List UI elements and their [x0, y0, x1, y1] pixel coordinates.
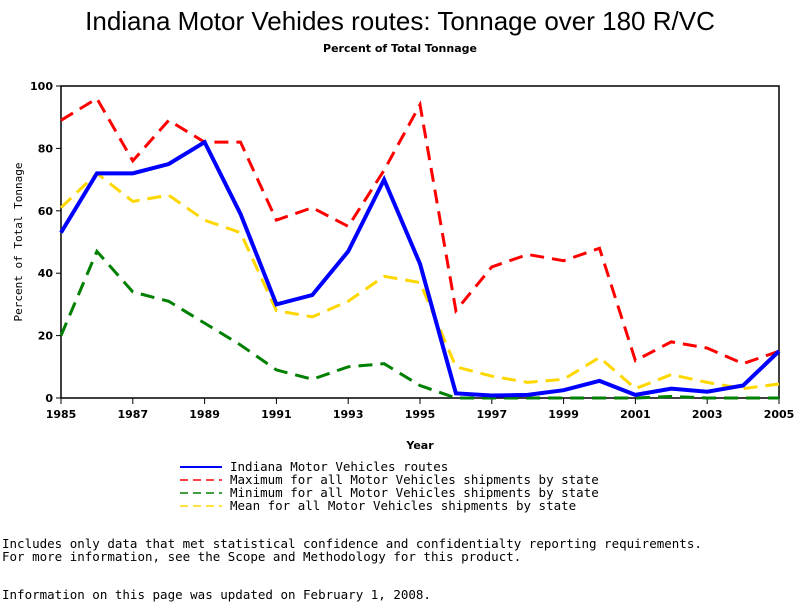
- x-axis-label: Year: [405, 439, 434, 452]
- x-tick-label: 2003: [692, 408, 723, 421]
- y-tick-label: 40: [38, 267, 54, 280]
- x-tick-label: 1997: [476, 408, 507, 421]
- x-tick-label: 2005: [764, 408, 795, 421]
- plot-frame: [61, 86, 779, 398]
- x-tick-label: 1995: [405, 408, 436, 421]
- x-tick-label: 1989: [189, 408, 220, 421]
- y-tick-label: 60: [38, 205, 54, 218]
- x-tick-label: 2001: [620, 408, 651, 421]
- x-tick-label: 1993: [333, 408, 364, 421]
- x-tick-label: 1991: [261, 408, 292, 421]
- x-tick-label: 1987: [117, 408, 148, 421]
- x-tick-label: 1999: [548, 408, 579, 421]
- footnote-methodology: For more information, see the Scope and …: [2, 549, 521, 564]
- y-tick-label: 20: [38, 330, 54, 343]
- y-tick-label: 100: [30, 80, 53, 93]
- x-tick-label: 1985: [46, 408, 77, 421]
- series-line-0: [61, 142, 779, 395]
- legend-entry: Mean for all Motor Vehicles shipments by…: [230, 498, 576, 513]
- series-line-1: [61, 98, 779, 363]
- y-tick-label: 80: [38, 142, 54, 155]
- y-axis-label: Percent of Total Tonnage: [12, 163, 25, 322]
- series-line-3: [61, 173, 779, 388]
- y-tick-label: 0: [45, 392, 53, 405]
